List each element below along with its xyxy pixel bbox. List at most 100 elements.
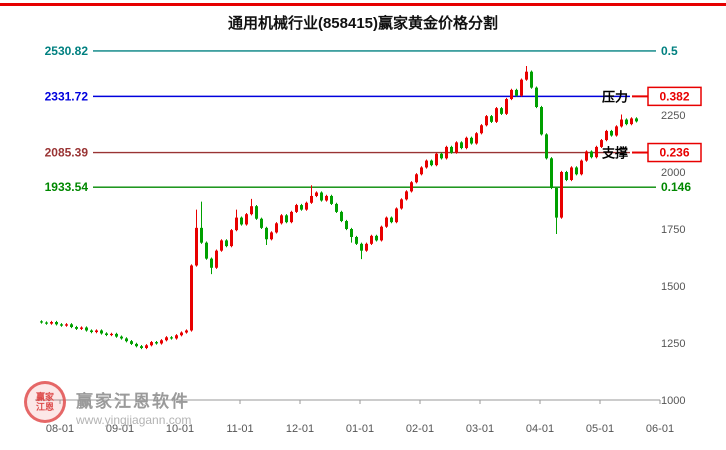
candle-body	[90, 330, 93, 333]
candle-body	[50, 322, 53, 324]
candle-body	[425, 160, 428, 168]
candle-body	[305, 202, 308, 210]
candle-body	[500, 108, 503, 114]
candle-body	[570, 167, 573, 180]
y-axis-label: 1000	[661, 395, 685, 407]
candle-body	[460, 142, 463, 149]
candle-body	[580, 160, 583, 175]
candle-body	[190, 265, 193, 331]
candle-body	[385, 217, 388, 227]
x-axis-label: 08-01	[46, 423, 74, 435]
candle-body	[365, 243, 368, 251]
level-tag-label: 支撑	[601, 146, 628, 161]
candle-body	[220, 240, 223, 251]
level-price-label: 2530.82	[45, 44, 89, 58]
y-axis-label: 2000	[661, 167, 685, 179]
candle-body	[450, 146, 453, 153]
candle-body	[600, 140, 603, 147]
candle-body	[75, 327, 78, 329]
candle-body	[520, 79, 523, 96]
x-axis-label: 10-01	[166, 423, 194, 435]
top-accent-bar	[0, 3, 726, 6]
candle-body	[140, 346, 143, 349]
candle-body	[230, 230, 233, 247]
candle-body	[200, 227, 203, 243]
candle-body	[215, 250, 218, 268]
x-axis-label: 04-01	[526, 423, 554, 435]
candle-body	[390, 217, 393, 223]
candle-body	[395, 208, 398, 223]
candle-body	[420, 167, 423, 175]
y-axis-label: 1250	[661, 338, 685, 350]
candle-body	[495, 108, 498, 122]
candle-body	[405, 191, 408, 200]
candle-body	[375, 235, 378, 241]
candle-body	[270, 232, 273, 240]
level-value: 0.382	[659, 89, 689, 103]
x-axis-label: 12-01	[286, 423, 314, 435]
candle-body	[525, 71, 528, 80]
candle-body	[285, 215, 288, 223]
candle-body	[265, 227, 268, 240]
candle-body	[540, 107, 543, 135]
candle-body	[175, 335, 178, 339]
candle-body	[380, 226, 383, 241]
candle-body	[65, 324, 68, 326]
candle-body	[70, 324, 73, 328]
candle-body	[80, 327, 83, 329]
candle-body	[130, 341, 133, 344]
candle-body	[300, 205, 303, 210]
candle-body	[370, 235, 373, 244]
candle-body	[320, 192, 323, 201]
candle-body	[560, 172, 563, 218]
y-axis-label: 2250	[661, 110, 685, 122]
level-value: 0.236	[659, 146, 689, 160]
x-axis-label: 01-01	[346, 423, 374, 435]
candle-body	[85, 327, 88, 331]
candle-body	[480, 125, 483, 134]
candle-body	[340, 211, 343, 222]
candle-body	[205, 242, 208, 259]
level-price-label: 2331.72	[45, 89, 89, 103]
candle-body	[240, 217, 243, 225]
x-axis-label: 05-01	[586, 423, 614, 435]
y-axis-label: 1500	[661, 281, 685, 293]
candle-body	[295, 205, 298, 212]
candle-body	[135, 343, 138, 347]
candle-body	[290, 211, 293, 223]
candle-body	[400, 199, 403, 209]
candle-body	[310, 195, 313, 203]
candle-body	[505, 99, 508, 114]
candle-body	[510, 89, 513, 100]
candle-body	[100, 330, 103, 334]
candle-body	[455, 142, 458, 153]
candle-body	[315, 192, 318, 196]
candle-body	[435, 153, 438, 166]
candle-body	[225, 240, 228, 247]
candle-body	[475, 133, 478, 144]
candle-body	[325, 195, 328, 201]
page-title: 通用机械行业(858415)赢家黄金价格分割	[227, 15, 499, 32]
x-axis-label: 09-01	[106, 423, 134, 435]
level-tag-label: 压力	[602, 89, 628, 104]
candle-body	[635, 118, 638, 122]
candle-body	[565, 172, 568, 180]
candle-body	[150, 342, 153, 346]
candle-body	[410, 182, 413, 192]
level-ratio-label: 0.5	[661, 44, 678, 58]
candle-body	[355, 236, 358, 244]
x-axis-label: 11-01	[226, 423, 253, 435]
candle-body	[255, 206, 258, 219]
candle-body	[55, 322, 58, 325]
candle-body	[350, 229, 353, 237]
candle-body	[120, 336, 123, 339]
candle-body	[595, 146, 598, 158]
candle-body	[485, 116, 488, 126]
candle-body	[530, 71, 533, 88]
candle-body	[330, 195, 333, 204]
candle-body	[260, 218, 263, 228]
candle-body	[280, 215, 283, 224]
candle-body	[210, 258, 213, 268]
